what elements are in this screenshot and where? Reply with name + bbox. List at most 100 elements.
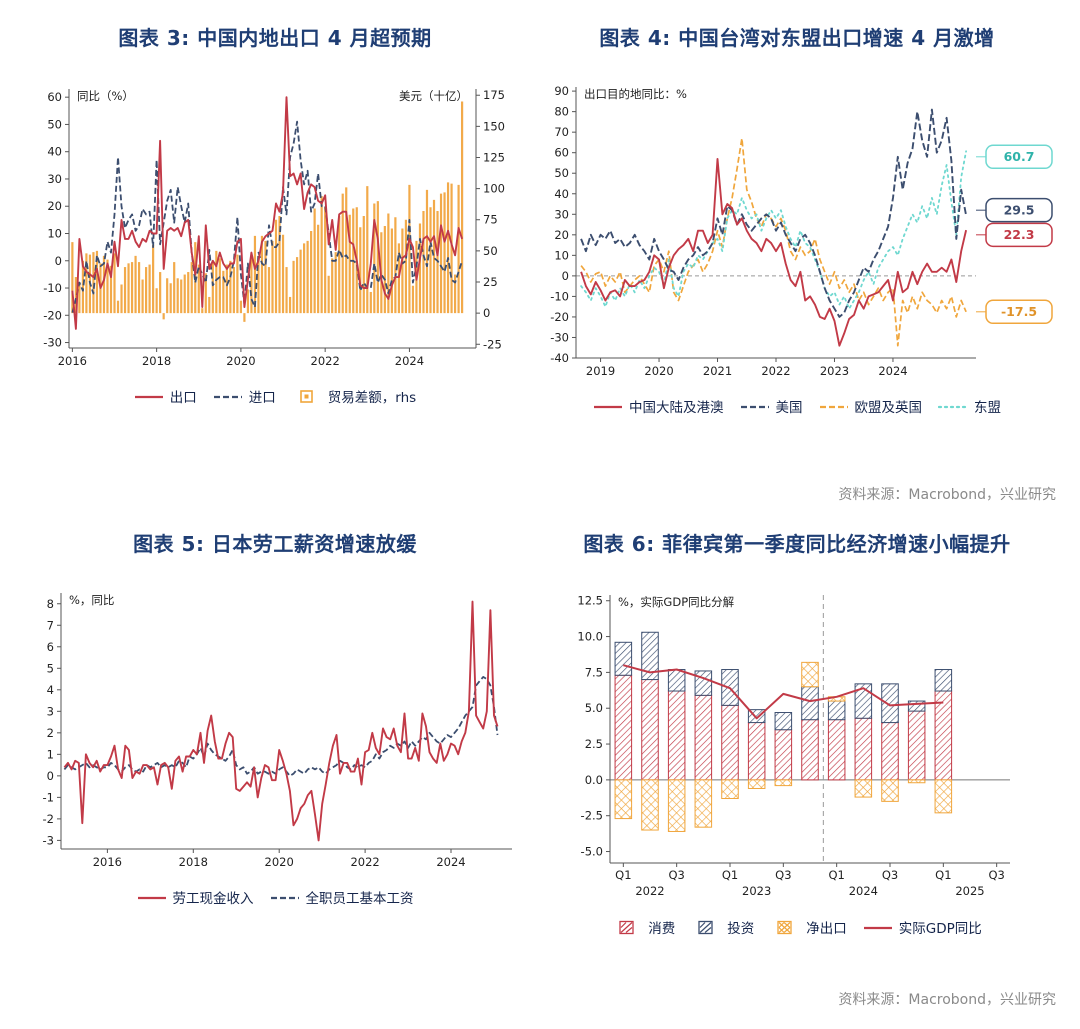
svg-text:2022: 2022 bbox=[350, 855, 379, 869]
svg-text:70: 70 bbox=[554, 125, 569, 139]
svg-text:75: 75 bbox=[483, 213, 498, 227]
chart-6-title: 图表 6: 菲律宾第一季度同比经济增速小幅提升 bbox=[583, 532, 1011, 556]
svg-text:-17.5: -17.5 bbox=[1001, 304, 1037, 319]
legend-label: 贸易差额，rhs bbox=[327, 390, 417, 406]
chart-4-title: 图表 4: 中国台湾对东盟出口增速 4 月激增 bbox=[599, 26, 995, 50]
svg-text:10: 10 bbox=[554, 248, 569, 262]
legend-swatch-dash bbox=[819, 405, 848, 408]
legend-label: 实际GDP同比 bbox=[898, 921, 982, 937]
svg-text:50: 50 bbox=[554, 166, 569, 180]
svg-text:29.5: 29.5 bbox=[1004, 202, 1035, 217]
svg-text:-30: -30 bbox=[550, 330, 569, 344]
legend-swatch-dash bbox=[740, 405, 769, 408]
svg-text:出口目的地同比：%: 出口目的地同比：% bbox=[584, 87, 687, 101]
svg-text:Q1: Q1 bbox=[828, 868, 844, 882]
svg-text:2024: 2024 bbox=[394, 354, 423, 368]
svg-text:-20: -20 bbox=[550, 310, 569, 324]
legend-swatch-line bbox=[137, 896, 166, 899]
svg-text:2024: 2024 bbox=[878, 364, 907, 378]
svg-text:100: 100 bbox=[483, 182, 505, 196]
svg-text:60.7: 60.7 bbox=[1004, 149, 1035, 164]
svg-text:%，同比: %，同比 bbox=[69, 593, 114, 607]
svg-text:-20: -20 bbox=[43, 308, 62, 322]
svg-text:0: 0 bbox=[562, 269, 569, 283]
legend-label: 投资 bbox=[727, 921, 755, 937]
svg-text:90: 90 bbox=[554, 84, 569, 98]
legend-swatch-dot bbox=[938, 405, 968, 408]
svg-text:-40: -40 bbox=[550, 351, 569, 365]
legend-item: 中国大陆及港澳 bbox=[593, 396, 724, 416]
legend-swatch-bar bbox=[299, 389, 313, 403]
svg-text:Q1: Q1 bbox=[935, 868, 951, 882]
svg-text:2020: 2020 bbox=[264, 855, 293, 869]
svg-text:-30: -30 bbox=[43, 336, 62, 350]
svg-text:0.0: 0.0 bbox=[585, 773, 603, 787]
svg-text:40: 40 bbox=[554, 187, 569, 201]
legend-label: 美国 bbox=[775, 400, 803, 416]
chart-6-figure: -5.0 -2.5 0.0 2.5 5.0 7.5 10.0 12.5 Q1 Q3 Q1 Q3 Q1 Q3… bbox=[577, 594, 1010, 898]
svg-text:4: 4 bbox=[46, 683, 53, 697]
svg-text:2024: 2024 bbox=[849, 884, 878, 898]
legend-label: 进口 bbox=[248, 390, 276, 406]
svg-text:2018: 2018 bbox=[178, 855, 207, 869]
svg-text:2025: 2025 bbox=[955, 884, 984, 898]
svg-text:美元（十亿）: 美元（十亿） bbox=[399, 89, 468, 103]
legend-item: 劳工现金收入 bbox=[137, 887, 254, 907]
svg-text:同比（%）: 同比（%） bbox=[77, 89, 134, 103]
legend-item: 进口 bbox=[213, 386, 276, 406]
svg-text:7: 7 bbox=[46, 618, 53, 632]
svg-text:2022: 2022 bbox=[761, 364, 790, 378]
svg-text:-5.0: -5.0 bbox=[581, 845, 603, 859]
legend-item: 全职员工基本工资 bbox=[270, 887, 414, 907]
svg-text:10: 10 bbox=[47, 226, 62, 240]
svg-text:7.5: 7.5 bbox=[585, 665, 603, 679]
legend-swatch-dash bbox=[213, 395, 242, 398]
legend-label: 消费 bbox=[648, 921, 676, 937]
svg-text:175: 175 bbox=[483, 88, 505, 102]
chart-5-legend: 劳工现金收入 全职员工基本工资 bbox=[137, 887, 414, 907]
legend-item: 消费 bbox=[612, 917, 675, 937]
svg-text:-10: -10 bbox=[43, 281, 62, 295]
svg-text:10.0: 10.0 bbox=[577, 630, 603, 644]
svg-text:2023: 2023 bbox=[820, 364, 849, 378]
svg-text:5.0: 5.0 bbox=[585, 701, 603, 715]
svg-text:0: 0 bbox=[483, 306, 490, 320]
svg-text:125: 125 bbox=[483, 150, 505, 164]
svg-text:3: 3 bbox=[46, 704, 53, 718]
legend-swatch-hatch bbox=[619, 920, 634, 934]
svg-text:-3: -3 bbox=[42, 833, 53, 847]
svg-text:80: 80 bbox=[554, 105, 569, 119]
svg-text:2016: 2016 bbox=[57, 354, 86, 368]
svg-text:22.3: 22.3 bbox=[1004, 227, 1035, 242]
svg-text:8: 8 bbox=[46, 597, 53, 611]
svg-text:2019: 2019 bbox=[586, 364, 615, 378]
panel-chart-6: 图表 6: 菲律宾第一季度同比经济增速小幅提升 -5.0 -2.5 0.0 2.5 5.… bbox=[532, 514, 1062, 1019]
svg-text:2018: 2018 bbox=[141, 354, 170, 368]
svg-text:30: 30 bbox=[47, 172, 62, 186]
svg-text:Q1: Q1 bbox=[615, 868, 631, 882]
legend-label: 净出口 bbox=[806, 921, 847, 937]
svg-text:2024: 2024 bbox=[436, 855, 465, 869]
legend-label: 出口 bbox=[169, 390, 197, 406]
svg-text:Q3: Q3 bbox=[882, 868, 898, 882]
svg-text:60: 60 bbox=[554, 146, 569, 160]
legend-item: 投资 bbox=[691, 917, 754, 937]
svg-text:150: 150 bbox=[483, 119, 505, 133]
legend-swatch-dash bbox=[270, 896, 299, 899]
svg-text:40: 40 bbox=[47, 145, 62, 159]
svg-text:-2: -2 bbox=[42, 812, 53, 826]
chart-5-figure: -3 -2 -1 0 1 2 3 4 5 6 7 8 2016 2018 2020 2022 2024 %，同比 bbox=[42, 593, 512, 869]
legend-swatch-line bbox=[594, 405, 622, 408]
svg-text:2021: 2021 bbox=[703, 364, 732, 378]
legend-label: 劳工现金收入 bbox=[172, 891, 254, 907]
svg-text:2022: 2022 bbox=[635, 884, 664, 898]
legend-item: 东盟 bbox=[938, 396, 1001, 416]
panel-chart-4: 图表 4: 中国台湾对东盟出口增速 4 月激增 -40 -30 -20 -10 0 10 2… bbox=[532, 8, 1062, 514]
svg-text:Q3: Q3 bbox=[775, 868, 791, 882]
svg-text:20: 20 bbox=[47, 199, 62, 213]
svg-text:-10: -10 bbox=[550, 289, 569, 303]
svg-text:Q3: Q3 bbox=[668, 868, 684, 882]
svg-text:5: 5 bbox=[46, 661, 53, 675]
source-note-bottom: 资料来源：Macrobond，兴业研究 bbox=[838, 992, 1056, 1008]
source-note-top: 资料来源：Macrobond，兴业研究 bbox=[838, 487, 1056, 503]
